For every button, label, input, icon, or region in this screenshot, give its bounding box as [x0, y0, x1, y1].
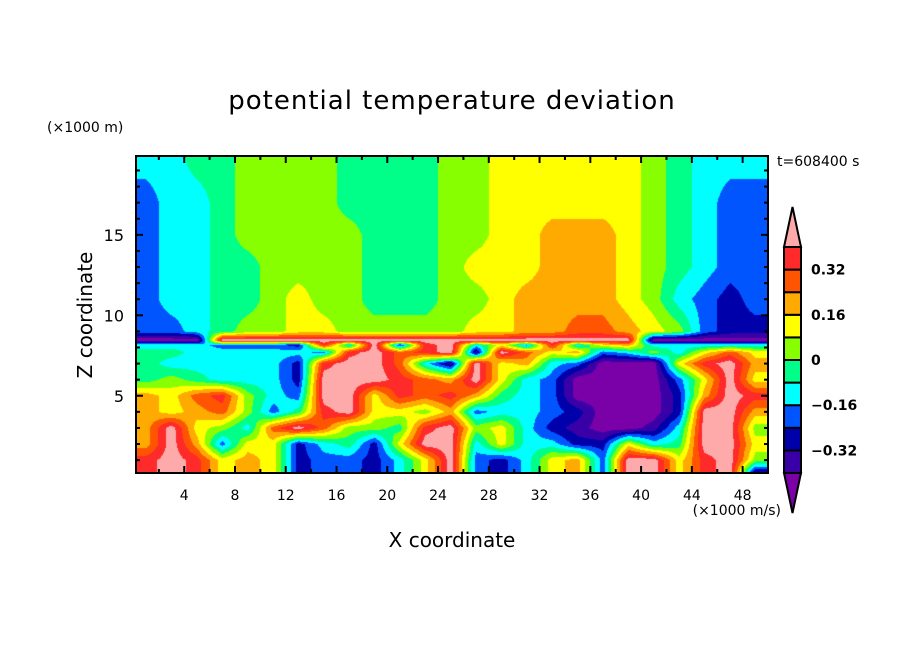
colorbar-extend-min — [782, 472, 803, 514]
colorbar-extend-max — [782, 206, 803, 248]
x-tick-label: 24 — [429, 488, 447, 504]
colorbar-box — [783, 268, 802, 294]
plot-frame — [135, 155, 769, 474]
colorbar-box — [783, 381, 802, 407]
colorbar-label: 0 — [811, 353, 821, 369]
y-axis-unit: (×1000 m) — [47, 120, 124, 136]
colorbar-box — [783, 291, 802, 316]
x-tick-label: 16 — [328, 488, 346, 504]
x-tick-label: 32 — [531, 488, 549, 504]
time-annotation: t=608400 s — [777, 154, 860, 170]
x-tick-label: 28 — [480, 488, 498, 504]
y-tick-label: 10 — [104, 306, 124, 325]
chart-title: potential temperature deviation — [228, 86, 676, 116]
colorbar-box — [783, 313, 802, 339]
x-tick-label: 40 — [632, 488, 650, 504]
x-tick-label: 12 — [277, 488, 295, 504]
x-axis-label: X coordinate — [388, 528, 516, 552]
colorbar-box — [783, 426, 802, 452]
x-tick-label: 44 — [683, 488, 701, 504]
colorbar-box — [783, 246, 802, 271]
colorbar-box — [783, 336, 802, 361]
y-tick-label: 5 — [114, 387, 124, 406]
colorbar-label: 0.16 — [811, 308, 846, 324]
colorbar-box — [783, 359, 802, 384]
colorbar-box — [783, 449, 802, 474]
colorbar-label: −0.32 — [811, 443, 857, 459]
x-tick-label: 48 — [734, 488, 752, 504]
x-axis-unit: (×1000 m/s) — [692, 503, 781, 519]
colorbar-label: 0.32 — [811, 263, 846, 279]
x-tick-label: 4 — [180, 488, 189, 504]
colorbar: 0.32 0.16 0 −0.16 −0.32 — [782, 206, 857, 514]
x-tick-label: 8 — [231, 488, 240, 504]
y-tick-label: 15 — [104, 226, 124, 245]
colorbar-box — [783, 404, 802, 429]
x-tick-label: 20 — [378, 488, 396, 504]
contour-field — [136, 156, 768, 473]
x-tick-label: 36 — [581, 488, 599, 504]
colorbar-label: −0.16 — [811, 398, 857, 414]
